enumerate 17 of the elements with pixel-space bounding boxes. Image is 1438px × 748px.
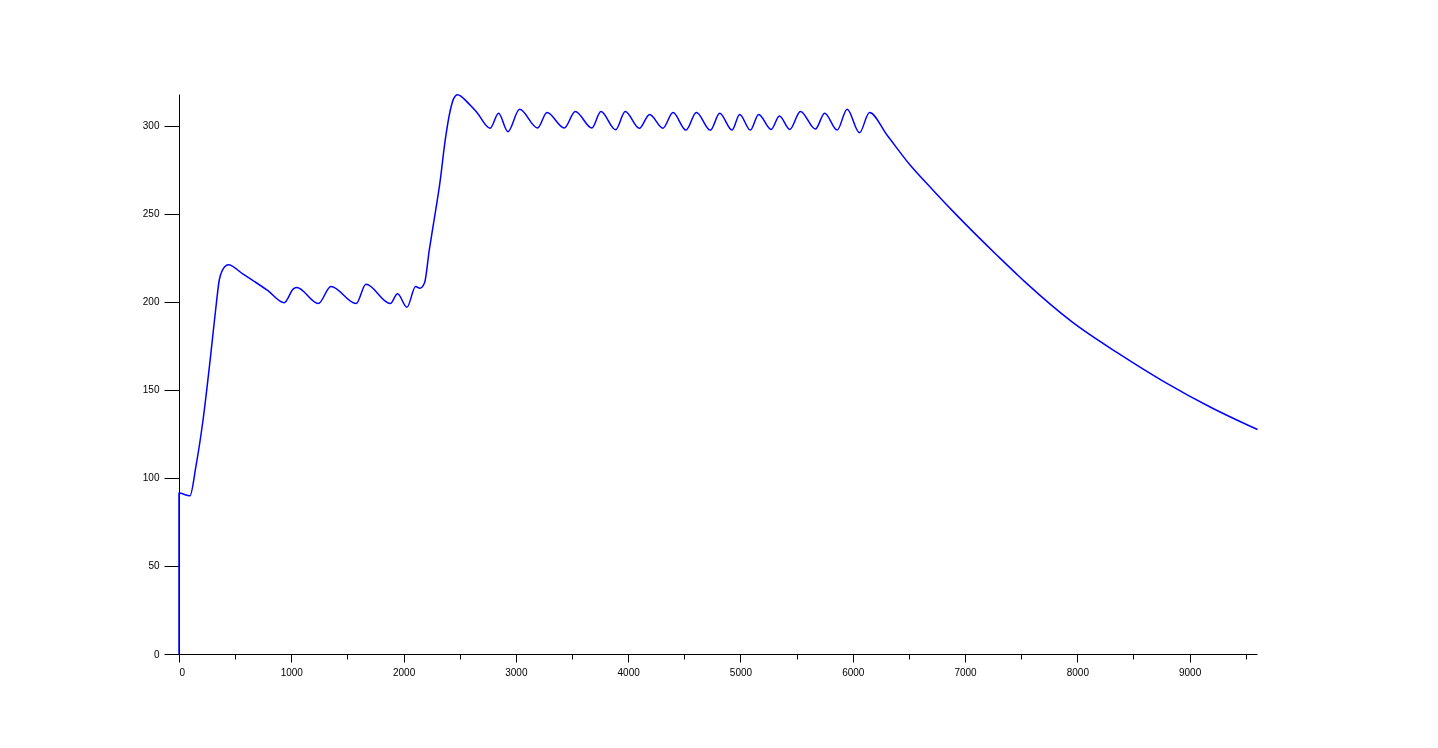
y-tick-label: 0 [153,648,160,660]
x-tick-label: 5000 [729,666,753,678]
y-tick-label: 200 [142,296,160,308]
y-tick-label: 50 [148,560,160,572]
x-tick-label: 7000 [954,666,978,678]
x-tick-label: 6000 [842,666,865,678]
x-tick-label: 1000 [280,666,304,678]
x-tick-label: 2000 [392,666,416,678]
x-tick-label: 8000 [1066,666,1090,678]
y-tick-label: 250 [142,208,160,220]
x-tick-label: 0 [179,666,186,678]
x-tick-label: 4000 [617,666,641,678]
y-tick-label: 150 [142,384,160,396]
y-tick-label: 100 [142,472,160,484]
y-tick-label: 300 [142,120,160,132]
x-tick-label: 9000 [1179,666,1202,678]
x-tick-label: 3000 [505,666,528,678]
